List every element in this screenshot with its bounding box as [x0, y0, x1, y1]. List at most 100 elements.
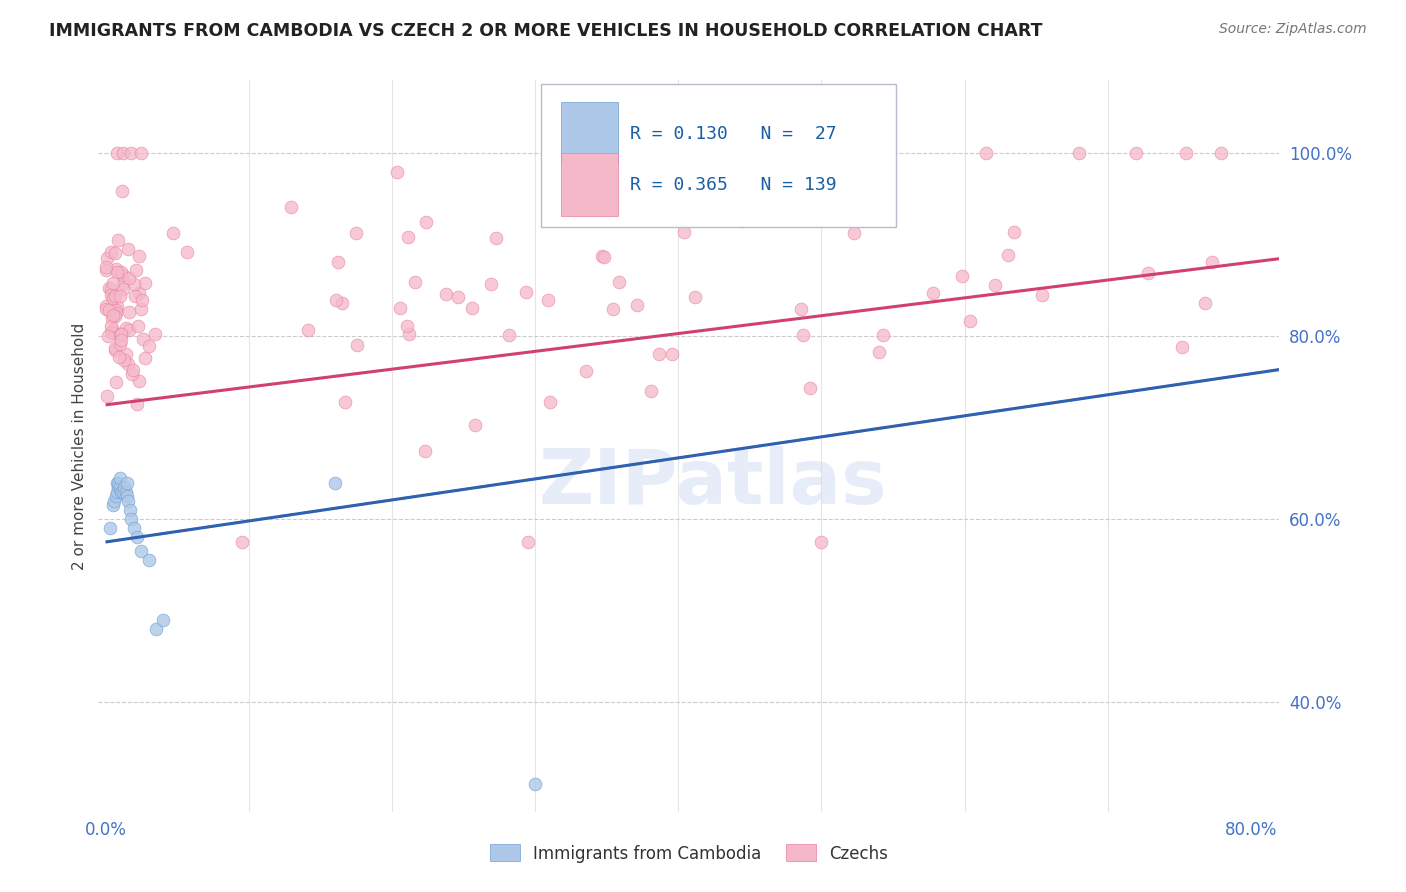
Point [868, 344, 890, 359]
Point [280, 200, 302, 214]
Point [134, 351, 156, 365]
Point [111, 268, 134, 283]
Point [97, 281, 120, 295]
Point [731, 214, 754, 228]
Point [107, 475, 129, 490]
Point [104, 375, 127, 389]
Point [96, 251, 118, 265]
Point [1067, 146, 1090, 161]
Point [121, 363, 143, 377]
Point [790, 301, 813, 316]
Point [607, 275, 630, 289]
Point [110, 333, 132, 347]
Point [96, 389, 118, 403]
Point [121, 368, 143, 382]
Point [398, 229, 420, 244]
Point [110, 326, 132, 341]
Point [110, 265, 132, 279]
Point [98, 521, 121, 535]
Point [395, 319, 418, 334]
Point [959, 314, 981, 328]
Point [1194, 295, 1216, 310]
Point [100, 325, 122, 339]
Text: R = 0.365   N = 139: R = 0.365 N = 139 [630, 176, 837, 194]
Point [389, 301, 412, 315]
Point [125, 263, 148, 277]
Point [138, 339, 160, 353]
Point [103, 308, 125, 322]
Point [111, 146, 134, 161]
Point [104, 309, 127, 323]
Point [117, 357, 139, 371]
Point [104, 302, 127, 317]
Point [115, 347, 138, 361]
Point [110, 484, 132, 499]
Point [524, 777, 547, 791]
Point [231, 535, 253, 549]
Point [122, 521, 145, 535]
Point [108, 471, 131, 485]
Point [104, 343, 127, 357]
Point [134, 276, 156, 290]
Point [103, 323, 125, 337]
Point [537, 293, 560, 307]
Point [575, 364, 598, 378]
Point [138, 553, 160, 567]
Point [1125, 146, 1147, 161]
Point [104, 489, 127, 503]
Point [101, 311, 124, 326]
Point [104, 341, 127, 355]
Point [1137, 266, 1160, 280]
Point [152, 613, 174, 627]
Point [108, 289, 131, 303]
Point [325, 293, 347, 307]
FancyBboxPatch shape [541, 84, 896, 227]
Point [105, 299, 128, 313]
Point [115, 489, 138, 503]
Point [464, 418, 486, 433]
Text: ZIPatlas: ZIPatlas [538, 446, 887, 519]
Point [128, 249, 150, 263]
Point [103, 291, 125, 305]
Point [498, 328, 520, 343]
Point [515, 285, 537, 299]
Point [648, 347, 671, 361]
Point [415, 215, 437, 229]
Point [1209, 146, 1232, 161]
Point [105, 484, 128, 499]
Point [128, 286, 150, 301]
Point [103, 246, 125, 260]
Point [1171, 340, 1194, 354]
Text: Source: ZipAtlas.com: Source: ZipAtlas.com [1219, 22, 1367, 37]
Point [111, 282, 134, 296]
Point [984, 278, 1007, 293]
Point [105, 305, 128, 319]
Legend: Immigrants from Cambodia, Czechs: Immigrants from Cambodia, Czechs [482, 838, 896, 869]
Point [115, 475, 138, 490]
Point [921, 285, 943, 300]
Point [97, 303, 120, 318]
Point [131, 332, 153, 346]
Point [100, 288, 122, 302]
Point [479, 277, 502, 292]
Point [330, 296, 353, 310]
Point [145, 622, 167, 636]
Point [176, 244, 198, 259]
Point [105, 261, 128, 276]
Point [103, 326, 125, 340]
Point [672, 225, 695, 239]
Point [997, 247, 1019, 261]
Point [124, 289, 146, 303]
Point [108, 350, 131, 364]
Point [100, 244, 122, 259]
FancyBboxPatch shape [561, 153, 619, 216]
Point [112, 480, 135, 494]
Point [96, 299, 118, 313]
Point [101, 276, 124, 290]
Point [108, 480, 131, 494]
Point [602, 302, 624, 317]
Point [94, 260, 117, 274]
Point [128, 375, 150, 389]
Point [842, 227, 865, 241]
Point [118, 270, 141, 285]
